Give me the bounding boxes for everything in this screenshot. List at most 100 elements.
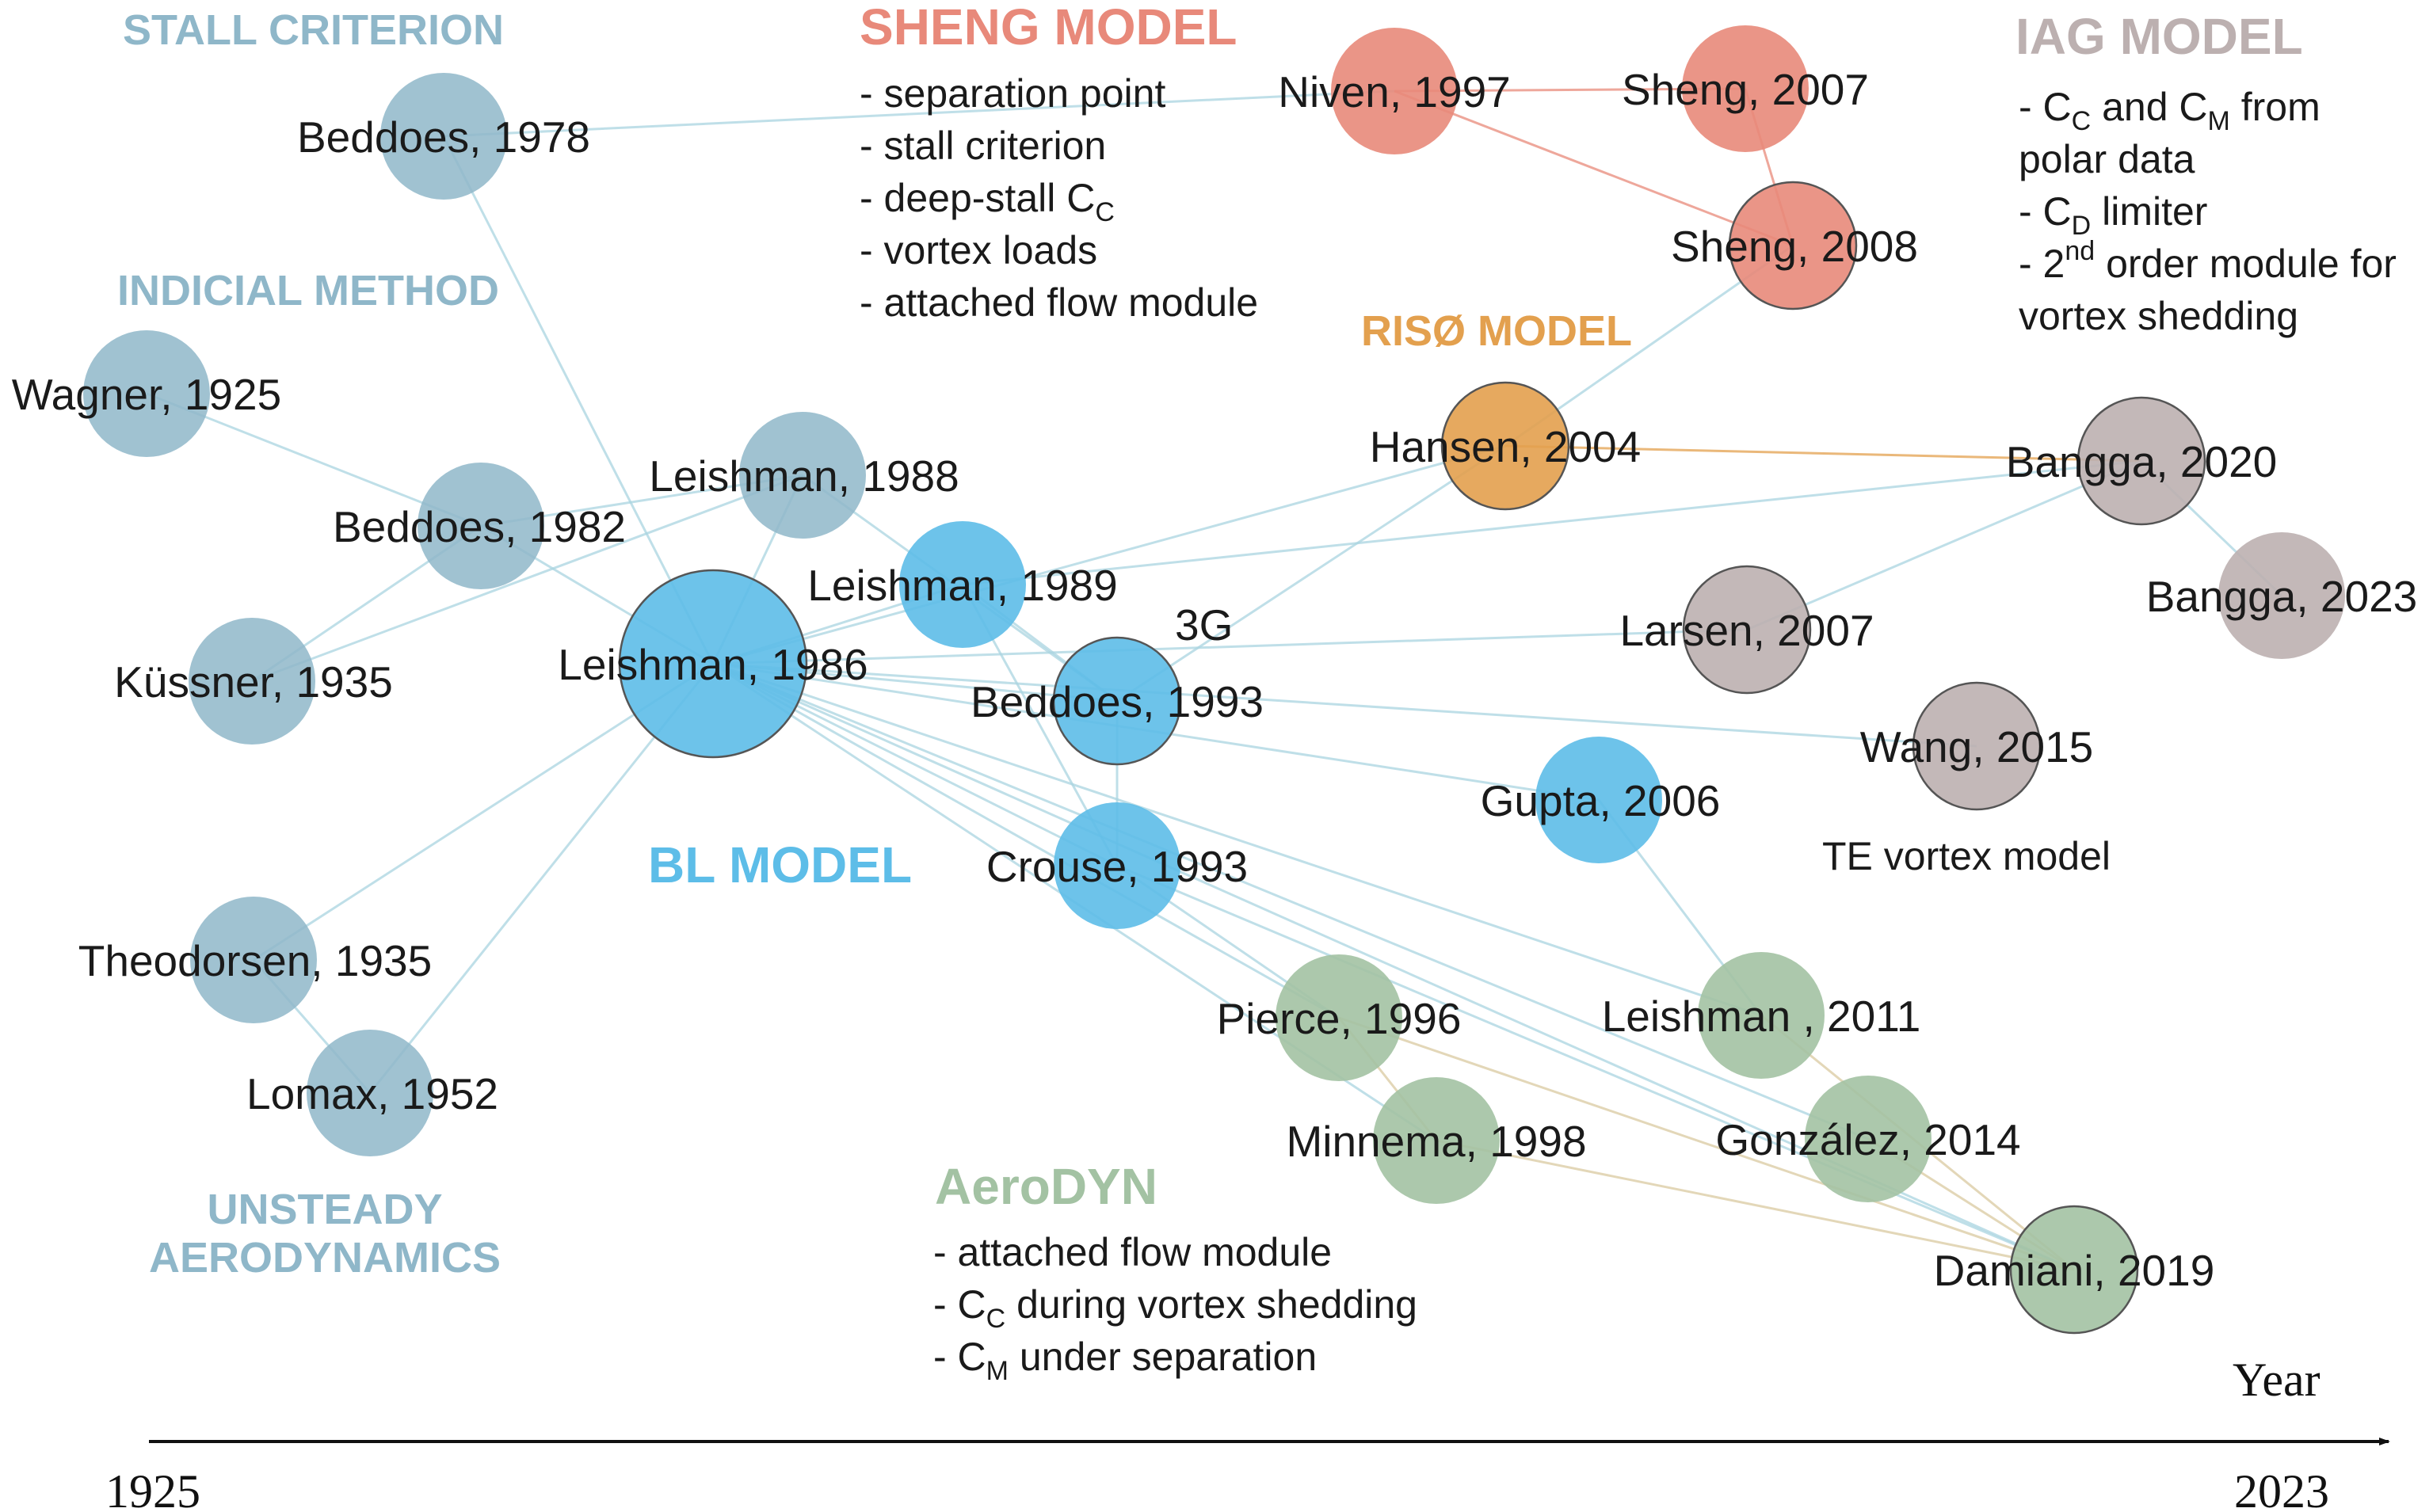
sheng-feature-4: - vortex loads [860,228,1097,272]
node-sheng2007[interactable] [1682,25,1809,152]
node-hansen2004[interactable] [1440,381,1570,511]
group-title-aerodyn: AeroDYN [935,1158,1157,1215]
sheng-feature-5: - attached flow module [860,280,1258,325]
sheng-feature-3: - deep-stall CC [860,176,1115,227]
iag-feature-1-cont: polar data [2019,137,2195,181]
node-label-bangga2023: Bangga, 2023 [2146,572,2418,621]
iag-feature-1: - CC and CM from [2019,85,2321,136]
node-gonzalez2014[interactable] [1805,1076,1932,1202]
node-label-bangga2020: Bangga, 2020 [2006,437,2278,486]
node-labels-layer: Beddoes, 1978 Wagner, 1925 Beddoes, 1982 Kü… [12,65,2417,1295]
node-larsen2007[interactable] [1682,565,1812,695]
group-title-unsteady-line2: AERODYNAMICS [149,1234,501,1282]
aerodyn-feature-2: - CC during vortex shedding [933,1282,1417,1334]
edge-leishman1986-wang2015 [712,662,1977,748]
iag-feature-3: - 2nd order module for [2019,236,2397,286]
group-title-indicial-method: INDICIAL METHOD [117,267,499,314]
node-label-sheng2008: Sheng, 2008 [1671,222,1918,271]
node-sheng2008[interactable] [1728,181,1858,310]
node-label-gupta2006: Gupta, 2006 [1481,776,1721,825]
node-bangga2020[interactable] [2076,396,2206,526]
node-wagner1925[interactable] [83,330,210,457]
node-theodorsen1935[interactable] [190,897,317,1023]
group-title-riso-model: RISØ MODEL [1361,307,1632,355]
node-label-leishman2011: Leishman , 2011 [1602,992,1921,1041]
edge-kussner1935-leishman1988 [251,474,803,683]
node-niven1997[interactable] [1331,28,1458,154]
node-beddoes1978[interactable] [380,73,507,200]
node-kussner1935[interactable] [189,618,315,745]
edge-minnema1998-damiani2019 [1436,1139,2075,1271]
node-label-crouse1993: Crouse, 1993 [986,842,1248,891]
node-label-sheng2007: Sheng, 2007 [1622,65,1869,114]
aerodyn-feature-1: - attached flow module [933,1230,1332,1274]
aerodyn-feature-3: - CM under separation [933,1335,1317,1386]
edge-beddoes1978-leishman1986 [442,135,715,665]
group-title-bl-model: BL MODEL [648,836,912,893]
edge-pierce1996-damiani2019 [1338,1016,2075,1271]
annotation-3g: 3G [1175,600,1233,649]
node-label-larsen2007: Larsen, 2007 [1619,606,1874,655]
annotation-te-vortex: TE vortex model [1822,834,2111,878]
node-label-beddoes1978: Beddoes, 1978 [297,112,590,162]
node-beddoes1993[interactable] [1052,636,1182,766]
edge-crouse1993-damiani2019 [1116,864,2075,1271]
node-wang2015[interactable] [1912,681,2042,811]
edge-leishman1986-gonzalez2014 [712,662,1869,1141]
group-title-unsteady-line1: UNSTEADY [207,1186,442,1233]
node-beddoes1982[interactable] [418,463,544,589]
edge-beddoes1978-niven1997 [443,90,1395,138]
node-label-beddoes1982: Beddoes, 1982 [333,502,626,551]
node-label-damiani2019: Damiani, 2019 [1934,1246,2215,1295]
sheng-feature-2: - stall criterion [860,124,1106,168]
node-label-niven1997: Niven, 1997 [1278,67,1511,116]
node-crouse1993[interactable] [1054,802,1180,929]
node-label-minnema1998: Minnema, 1998 [1286,1117,1586,1166]
edge-beddoes1993-hansen2004 [1116,444,1506,703]
edge-leishman1986-hansen2004 [712,444,1506,665]
group-title-sheng-model: SHENG MODEL [860,0,1237,55]
node-label-lomax1952: Lomax, 1952 [246,1069,498,1118]
edge-leishman1986-pierce1996 [712,662,1340,1019]
node-label-pierce1996: Pierce, 1996 [1217,994,1462,1043]
nodes-layer [83,25,2345,1335]
edge-leishman1986-larsen2007 [712,628,1748,665]
edge-leishman1986-leishman2011 [712,662,1762,1017]
node-label-wagner1925: Wagner, 1925 [12,370,281,419]
group-title-iag-model: IAG MODEL [2015,8,2303,65]
edge-leishman1989-bangga2020 [962,459,2142,586]
node-label-wang2015: Wang, 2015 [1860,722,2094,771]
node-leishman1989[interactable] [899,521,1026,648]
node-minnema1998[interactable] [1373,1077,1500,1204]
edge-bangga2020-larsen2007 [1746,459,2142,631]
node-gupta2006[interactable] [1535,737,1662,863]
node-leishman1988[interactable] [739,412,866,539]
node-label-gonzalez2014: González, 2014 [1715,1115,2020,1164]
edge-hansen2004-bangga2020 [1504,444,2142,463]
node-damiani2019[interactable] [2009,1205,2139,1335]
iag-features: - CC and CM from polar data - CD limiter… [2019,85,2397,338]
node-leishman1986[interactable] [618,569,808,759]
iag-feature-3-cont: vortex shedding [2019,294,2298,338]
aerodyn-features: - attached flow module - CC during vorte… [933,1230,1417,1386]
axis-start-year: 1925 [105,1465,200,1512]
node-label-leishman1986: Leishman, 1986 [558,640,868,689]
node-pierce1996[interactable] [1276,954,1402,1081]
node-lomax1952[interactable] [307,1030,433,1156]
axis-label-year: Year [2233,1354,2321,1406]
node-bangga2023[interactable] [2218,532,2345,659]
node-label-leishman1988: Leishman, 1988 [649,451,959,501]
group-title-stall-criterion: STALL CRITERION [123,6,504,54]
node-label-kussner1935: Küssner, 1935 [114,657,393,706]
node-label-hansen2004: Hansen, 2004 [1370,422,1642,471]
iag-feature-2: - CD limiter [2019,189,2207,241]
node-label-leishman1989: Leishman, 1989 [807,561,1117,610]
node-leishman2011[interactable] [1698,952,1825,1079]
axis-end-year: 2023 [2234,1465,2329,1512]
node-label-theodorsen1935: Theodorsen, 1935 [78,936,432,985]
node-label-beddoes1993: Beddoes, 1993 [971,677,1264,726]
edge-niven1997-sheng2008 [1394,90,1794,247]
sheng-feature-1: - separation point [860,71,1165,116]
sheng-features: - separation point - stall criterion - d… [860,71,1258,325]
